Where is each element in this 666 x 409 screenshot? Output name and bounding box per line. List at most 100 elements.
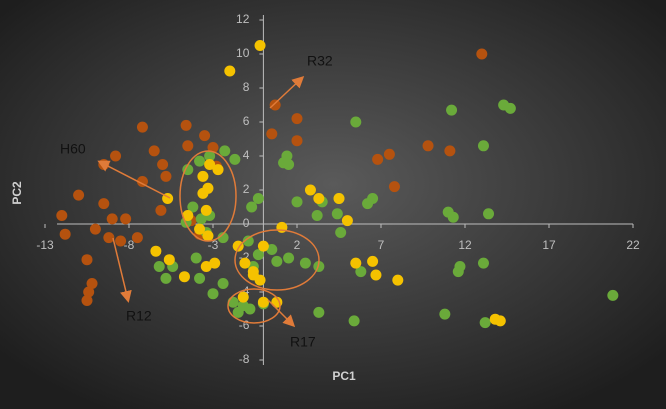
point: [232, 306, 244, 318]
point: [120, 213, 132, 225]
annotation: R32: [307, 53, 333, 69]
point: [148, 145, 160, 157]
point: [73, 189, 85, 201]
point: [160, 170, 172, 182]
point: [476, 48, 488, 60]
point: [81, 295, 93, 306]
point: [304, 184, 316, 196]
point: [229, 153, 241, 165]
point: [197, 170, 209, 182]
point: [155, 204, 167, 216]
point: [194, 223, 206, 235]
point: [83, 286, 95, 298]
point: [367, 255, 379, 267]
annotations: [97, 75, 320, 328]
point: [446, 104, 458, 116]
point: [372, 153, 384, 165]
point: [483, 208, 495, 220]
point: [86, 278, 98, 289]
y-tick-label: 12: [236, 12, 250, 26]
point: [504, 102, 516, 114]
point: [447, 211, 459, 223]
point: [311, 210, 323, 221]
x-tick-label: -13: [36, 238, 54, 252]
point: [207, 142, 219, 153]
point: [252, 249, 264, 261]
y-tick-label: 2: [243, 182, 250, 196]
point: [388, 181, 400, 193]
point: [150, 245, 162, 257]
point: [444, 145, 456, 157]
point: [392, 274, 404, 286]
point: [200, 204, 212, 216]
point: [341, 215, 353, 227]
point: [266, 244, 278, 255]
y-tick-label: 4: [243, 148, 250, 162]
point: [81, 254, 93, 266]
point: [59, 228, 71, 240]
point: [237, 291, 249, 303]
point: [452, 266, 464, 278]
point: [422, 140, 434, 152]
point: [252, 193, 264, 204]
point: [283, 159, 295, 170]
point: [269, 99, 281, 111]
arrow: [97, 160, 171, 199]
point: [244, 303, 256, 315]
point: [335, 227, 347, 238]
point: [313, 306, 325, 318]
point: [439, 308, 451, 320]
point: [204, 159, 216, 170]
x-tick-label: 17: [542, 238, 556, 252]
arrow: [269, 75, 305, 109]
point: [136, 121, 148, 133]
point: [187, 201, 199, 213]
point: [182, 164, 194, 176]
point: [110, 150, 122, 162]
point: [207, 288, 219, 300]
point: [209, 257, 221, 269]
point: [254, 40, 266, 51]
point: [257, 296, 269, 308]
point: [56, 210, 68, 221]
point: [291, 135, 303, 147]
arrow: [112, 237, 132, 303]
point: [224, 65, 236, 77]
highlight-ellipse: [179, 150, 237, 242]
point: [246, 201, 258, 213]
x-tick-label: 7: [378, 238, 385, 252]
annotation: R12: [126, 308, 152, 324]
point: [89, 223, 101, 235]
point: [217, 278, 229, 289]
point: [291, 113, 303, 125]
point: [254, 274, 266, 286]
highlight-ellipse: [234, 229, 320, 291]
point: [362, 198, 374, 210]
point: [348, 315, 360, 327]
x-axis-label: PC1: [332, 369, 356, 383]
x-tick-label: -8: [124, 238, 135, 252]
point: [212, 164, 224, 176]
point: [153, 261, 165, 272]
point: [266, 128, 278, 140]
annotation: H60: [60, 141, 86, 157]
point: [494, 315, 506, 327]
point: [370, 269, 382, 281]
point: [313, 193, 325, 204]
point: [115, 235, 127, 247]
point: [182, 140, 194, 152]
point: [202, 230, 214, 242]
plot-area: -13 -8 -3 2 7 12 17 22 -8 -6 -4 -2 0 2 4 6 8 10 12: [36, 12, 640, 366]
y-tick-label: 6: [243, 114, 250, 128]
point: [103, 232, 115, 244]
point: [131, 232, 143, 244]
point: [331, 208, 343, 220]
point: [217, 232, 229, 244]
point: [157, 159, 169, 170]
y-axis-label: PC2: [10, 181, 24, 205]
y-tick-label: -6: [239, 318, 250, 332]
y-tick-label: 0: [243, 216, 250, 230]
point: [200, 261, 212, 272]
